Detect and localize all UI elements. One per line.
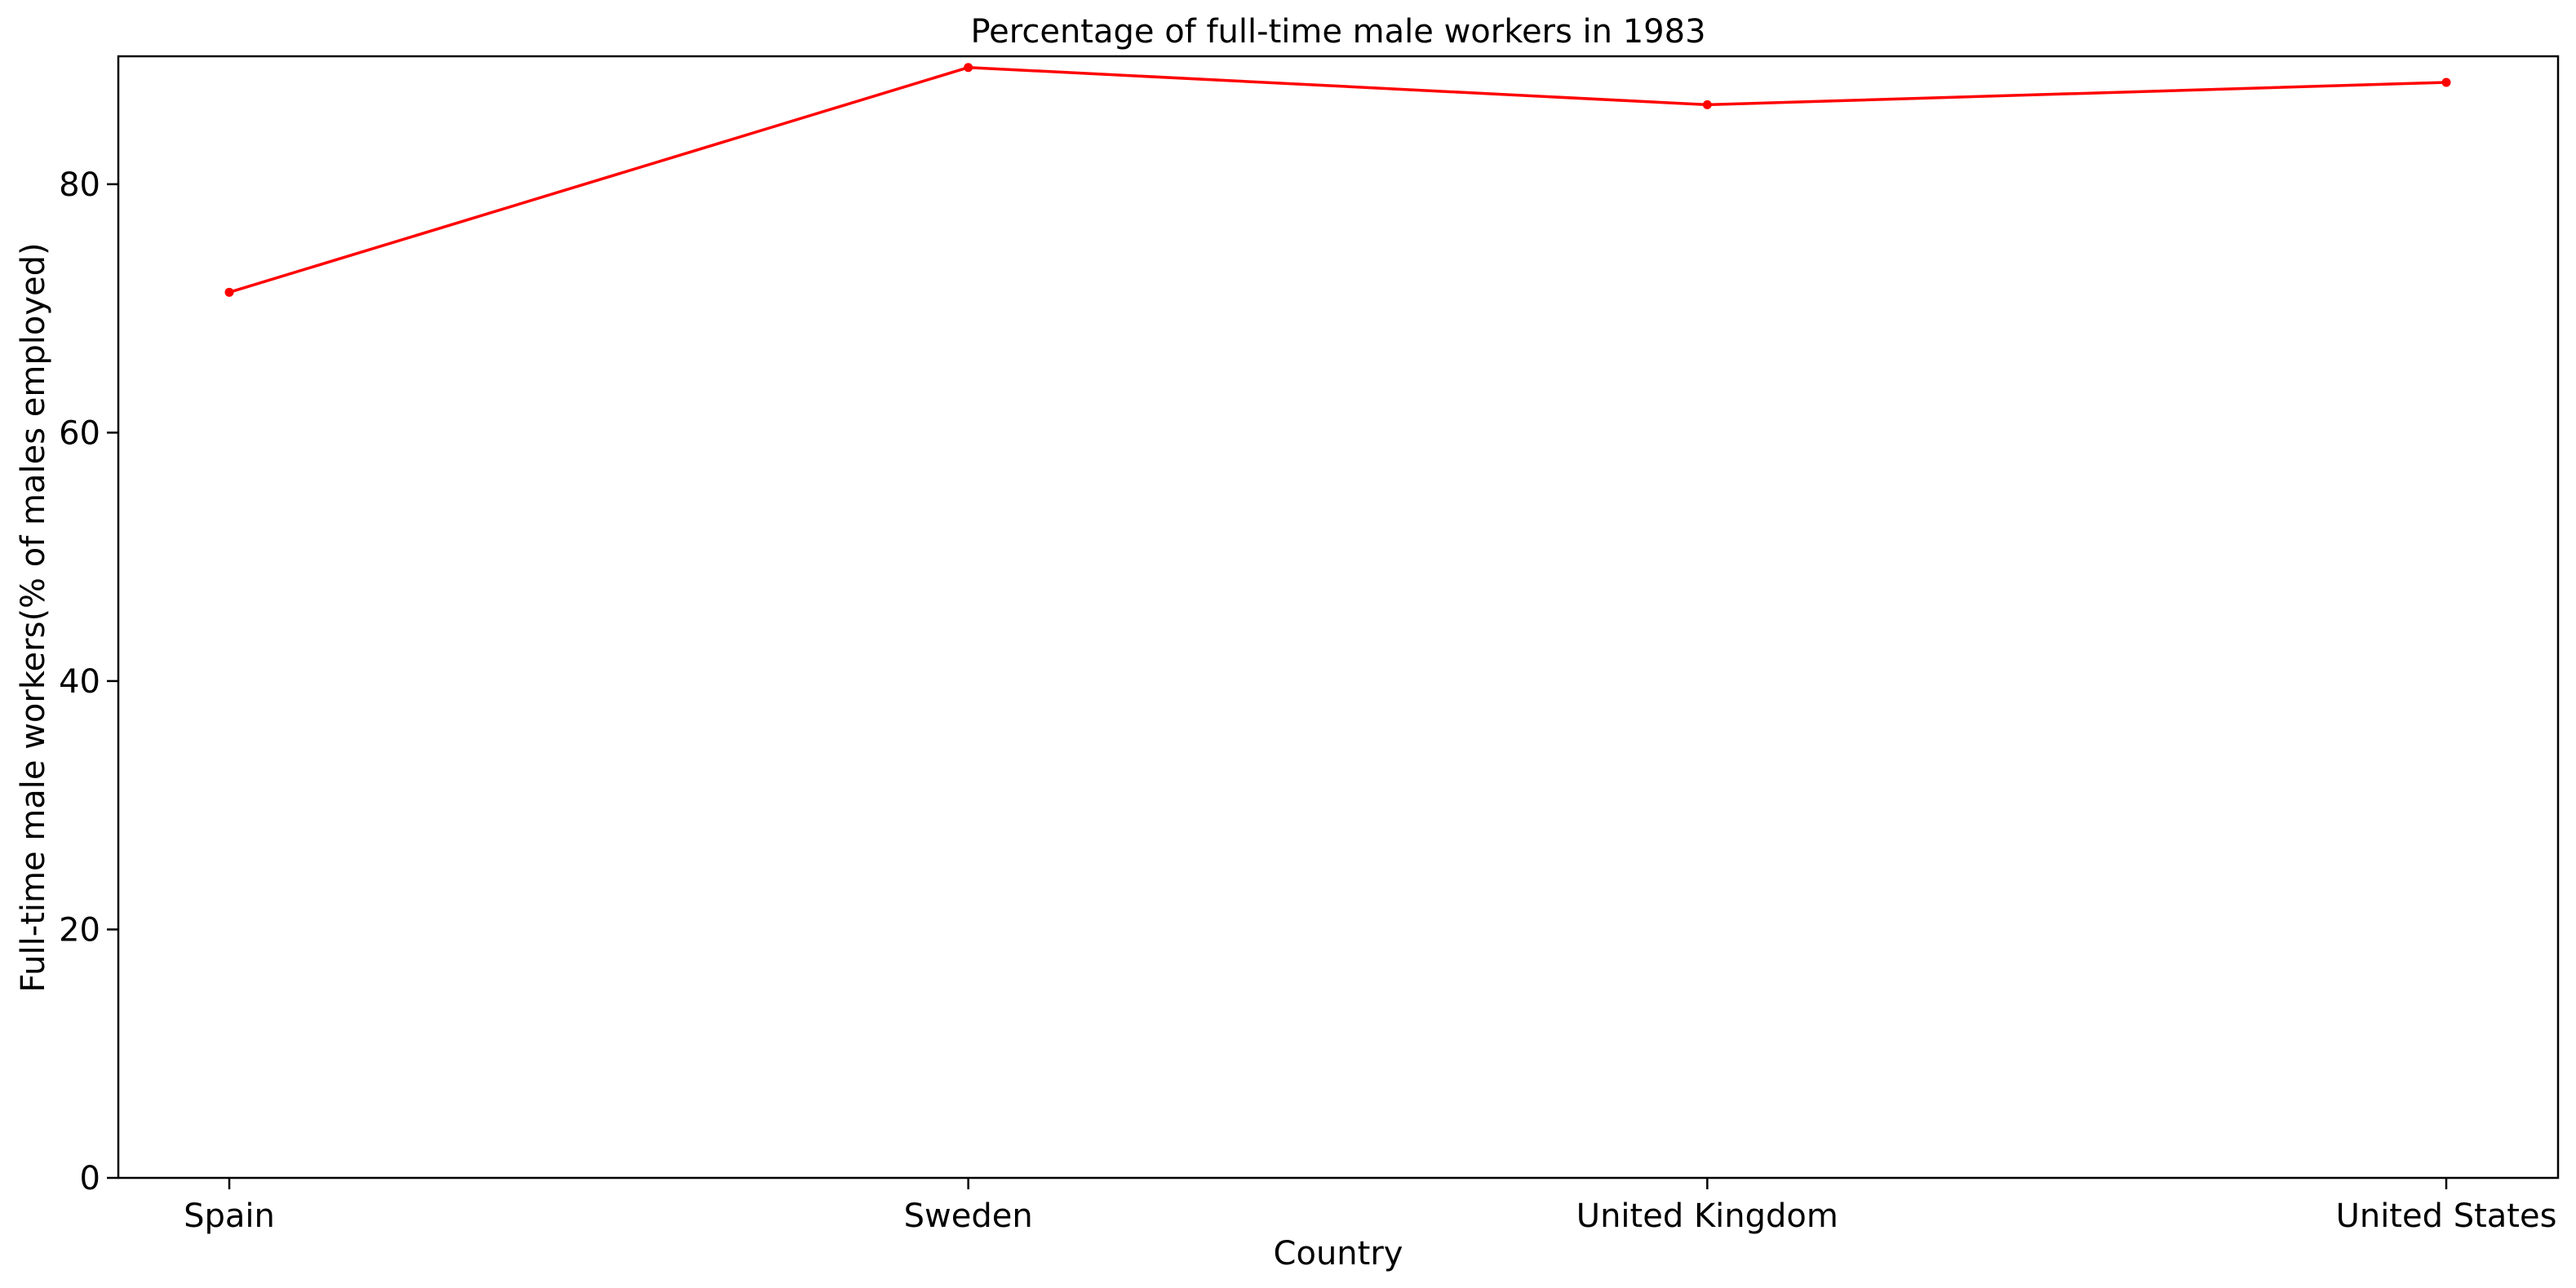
data-point [2441, 77, 2451, 87]
y-tick-label: 0 [80, 1160, 100, 1197]
x-tick-label: Sweden [904, 1197, 1033, 1235]
y-tick-label: 20 [59, 911, 100, 949]
plot-area [224, 63, 2451, 297]
data-point [224, 287, 234, 297]
y-axis-label: Full-time male workers(% of males employ… [15, 242, 52, 992]
x-tick-label: United States [2336, 1197, 2557, 1235]
y-tick-label: 60 [59, 414, 100, 452]
data-point [1702, 100, 1712, 109]
x-axis-label: Country [1274, 1235, 1403, 1273]
plot-frame [117, 55, 2560, 1180]
y-tick-label: 40 [59, 663, 100, 701]
series-line [228, 65, 2447, 294]
chart-title: Percentage of full-time male workers in … [970, 13, 1705, 51]
data-point [964, 63, 973, 73]
x-tick-label: United Kingdom [1576, 1197, 1838, 1235]
x-tick-label: Spain [184, 1197, 275, 1235]
y-tick-label: 80 [59, 166, 100, 204]
